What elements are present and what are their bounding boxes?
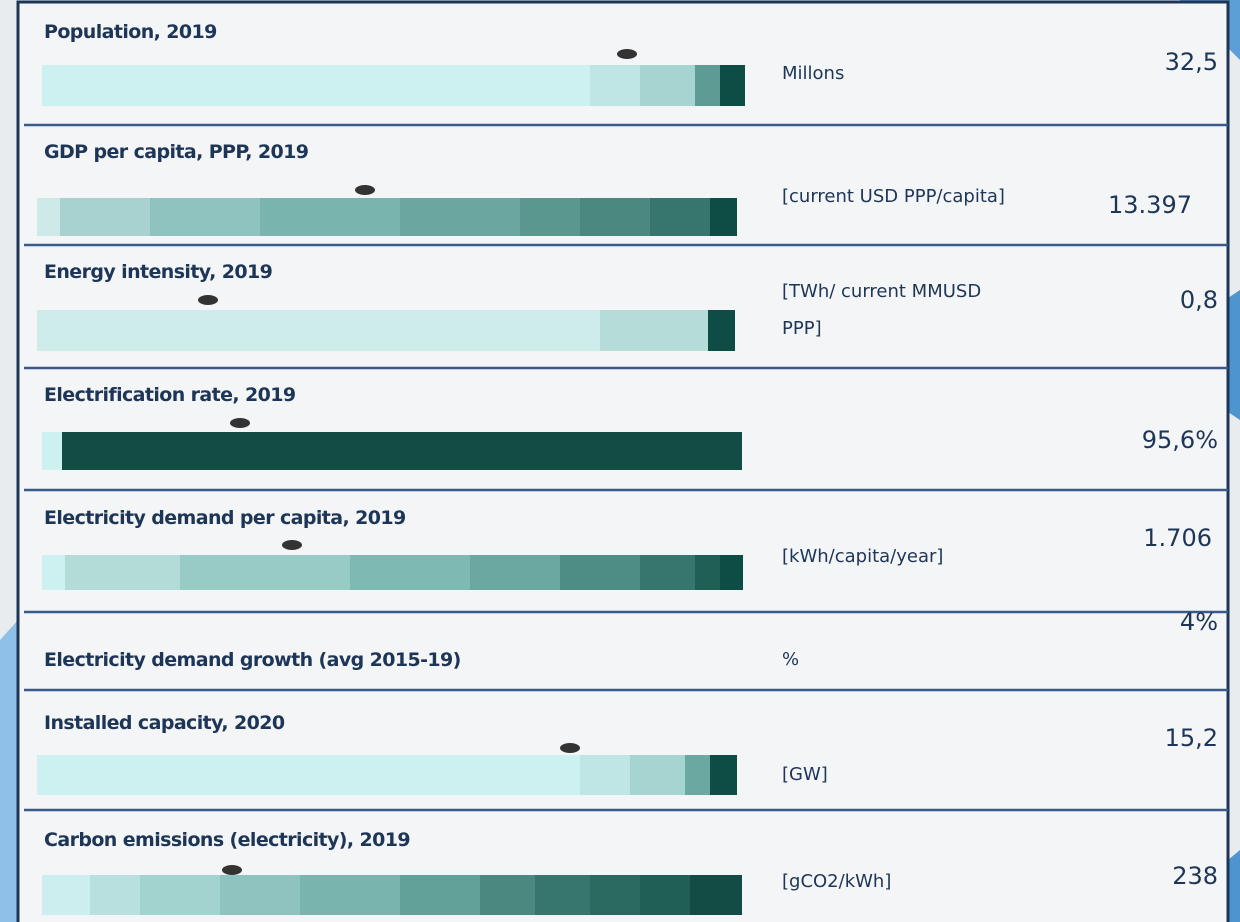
value: 13.397 <box>1108 191 1192 219</box>
value: 1.706 <box>1143 524 1212 552</box>
marker <box>560 743 580 753</box>
indicator-label: Electricity demand growth (avg 2015-19) <box>44 649 461 671</box>
indicator-label: Electricity demand per capita, 2019 <box>44 507 406 529</box>
value: 0,8 <box>1180 286 1218 314</box>
bar-segment <box>685 755 710 795</box>
bar-segment <box>470 555 560 590</box>
bar-segment <box>695 555 720 590</box>
indicator-label: Electrification rate, 2019 <box>44 384 296 406</box>
bar-segment <box>650 198 710 236</box>
indicator-label: Carbon emissions (electricity), 2019 <box>44 829 410 851</box>
bar-segment <box>62 432 742 470</box>
bar-segment <box>480 875 535 915</box>
rows: Population, 2019 Millons 32,5 GDP per capit… <box>24 21 1228 915</box>
indicator-row: GDP per capita, PPP, 2019 [current USD PP… <box>24 141 1228 247</box>
bar-segment <box>535 875 590 915</box>
bar-segment <box>220 875 300 915</box>
bar-segment <box>580 198 650 236</box>
bar-segment <box>140 875 220 915</box>
marker <box>355 185 375 195</box>
bar-segment <box>37 755 580 795</box>
bar-segment <box>300 875 400 915</box>
bar-segment <box>695 65 720 106</box>
unit: Millons <box>782 63 844 84</box>
indicator-label: Population, 2019 <box>44 21 217 43</box>
bar-segment <box>690 875 742 915</box>
unit: PPP] <box>782 318 822 339</box>
value: 32,5 <box>1165 48 1218 76</box>
indicator-label: GDP per capita, PPP, 2019 <box>44 141 308 163</box>
marker <box>198 295 218 305</box>
bar-segment <box>590 65 640 106</box>
bar-segment <box>180 555 350 590</box>
bar-segment <box>90 875 140 915</box>
bar-segment <box>580 755 630 795</box>
unit: [GW] <box>782 764 828 785</box>
unit: % <box>782 649 799 670</box>
indicator-row: Electrification rate, 2019 95,6% <box>24 384 1228 492</box>
value: 238 <box>1172 862 1218 890</box>
indicator-row: Installed capacity, 2020 [GW] 15,2 <box>24 712 1228 812</box>
bar-segment <box>400 875 480 915</box>
unit: [current USD PPP/capita] <box>782 186 1005 207</box>
bar-segment <box>600 310 708 351</box>
bar-segment <box>720 65 745 106</box>
unit: [kWh/capita/year] <box>782 546 943 567</box>
marker <box>230 418 250 428</box>
bar-segment <box>42 432 62 470</box>
bar-segment <box>710 755 737 795</box>
indicator-label: Installed capacity, 2020 <box>44 712 285 734</box>
bar-segment <box>37 310 600 351</box>
bar-segment <box>350 555 470 590</box>
indicator-row: Electricity demand per capita, 2019 [kWh/… <box>24 507 1228 614</box>
bar-segment <box>42 65 590 106</box>
bar-segment <box>640 555 695 590</box>
unit: [gCO2/kWh] <box>782 871 891 892</box>
unit: [TWh/ current MMUSD <box>782 281 981 302</box>
bar-segment <box>720 555 743 590</box>
indicator-label: Energy intensity, 2019 <box>44 261 272 283</box>
bar-segment <box>708 310 735 351</box>
bar-segment <box>42 555 65 590</box>
bar-segment <box>560 555 640 590</box>
indicator-row: Population, 2019 Millons 32,5 <box>24 21 1228 127</box>
deco <box>0 620 18 922</box>
indicator-row: Electricity demand growth (avg 2015-19)%… <box>24 608 1228 692</box>
bar-segment <box>640 65 695 106</box>
bar-segment <box>400 198 520 236</box>
bar-segment <box>710 198 737 236</box>
bar-segment <box>65 555 180 590</box>
value: 95,6% <box>1142 426 1218 454</box>
bar-segment <box>150 198 260 236</box>
indicator-row: Energy intensity, 2019 [TWh/ current MMUS… <box>24 261 1228 370</box>
bar-segment <box>60 198 150 236</box>
marker <box>222 865 242 875</box>
bar-segment <box>520 198 580 236</box>
bar-segment <box>640 875 690 915</box>
deco <box>1228 850 1240 922</box>
bar-segment <box>37 198 60 236</box>
indicator-row: Carbon emissions (electricity), 2019 [gCO… <box>42 829 1218 915</box>
bar-segment <box>42 875 90 915</box>
bar-segment <box>260 198 400 236</box>
bar-segment <box>630 755 685 795</box>
value: 15,2 <box>1165 724 1218 752</box>
value: 4% <box>1180 608 1218 636</box>
bar-segment <box>590 875 640 915</box>
marker <box>617 49 637 59</box>
marker <box>282 540 302 550</box>
